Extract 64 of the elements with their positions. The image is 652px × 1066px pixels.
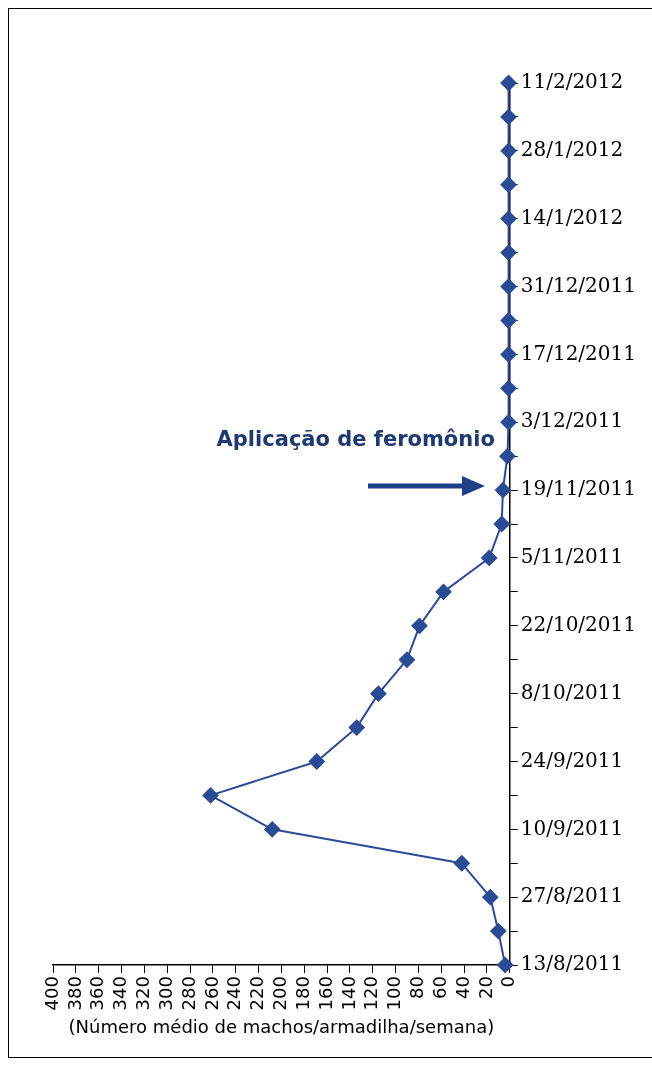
x-tick-label: 80	[406, 976, 428, 999]
point	[497, 957, 514, 974]
x-tick-label: 0	[497, 976, 519, 988]
y-tick-label: 10/9/2011	[520, 815, 624, 840]
point	[435, 583, 452, 600]
point	[490, 923, 507, 940]
y-tick-label: 5/11/2011	[520, 544, 624, 569]
point	[500, 210, 517, 227]
x-tick-label: 100	[383, 976, 405, 1011]
x-tick-label: 320	[132, 976, 154, 1011]
x-tick-label: 400	[40, 976, 62, 1011]
point	[500, 75, 517, 91]
point	[348, 719, 365, 736]
point	[500, 142, 517, 159]
point	[493, 516, 510, 533]
point	[264, 821, 281, 838]
y-tick-label: 13/8/2011	[520, 951, 624, 976]
x-tick-label: 260	[200, 976, 222, 1011]
point	[500, 346, 517, 363]
x-tick-label: 40	[451, 976, 473, 999]
x-axis-title: (Número médio de machos/armadilha/semana)	[68, 1015, 495, 1037]
y-tick-label: 22/10/2011	[520, 612, 637, 636]
point	[398, 651, 415, 668]
x-tick-label: 380	[63, 976, 85, 1011]
y-tick-label: 31/12/2011	[520, 272, 637, 297]
point	[500, 380, 517, 397]
point	[500, 414, 517, 431]
y-tick-label: 17/12/2011	[520, 340, 637, 365]
x-tick-label: 220	[246, 976, 268, 1011]
point	[482, 889, 499, 906]
point	[481, 549, 498, 566]
y-tick-label: 8/10/2011	[520, 679, 624, 704]
point	[411, 617, 428, 634]
point	[308, 753, 325, 770]
point	[500, 176, 517, 193]
x-tick-label: 60	[428, 976, 450, 999]
x-tick-label: 120	[360, 976, 382, 1011]
annotation: Aplicação de feromônio	[216, 426, 495, 451]
x-tick-label: 300	[154, 976, 176, 1011]
x-tick-label: 20	[474, 976, 496, 999]
x-tick-label: 160	[314, 976, 336, 1011]
x-tick-label: 240	[223, 976, 245, 1011]
point	[453, 855, 470, 872]
x-tick-label: 340	[109, 976, 131, 1011]
y-tick-label: 24/9/2011	[520, 747, 624, 772]
point	[500, 312, 517, 329]
point	[500, 244, 517, 261]
point	[500, 278, 517, 295]
y-tick-label: 14/1/2012	[520, 204, 624, 229]
x-tick-label: 280	[177, 976, 199, 1011]
point	[494, 482, 511, 499]
x-tick-label: 180	[291, 976, 313, 1011]
y-tick-label: 28/1/2012	[520, 137, 624, 162]
x-tick-label: 360	[86, 976, 108, 1011]
y-tick-label: 27/8/2011	[520, 883, 624, 908]
y-tick-label: 3/12/2011	[520, 408, 624, 433]
point	[500, 108, 517, 125]
y-tick-label: 19/11/2011	[520, 476, 637, 501]
y-tick-label: 11/2/2012	[520, 69, 624, 94]
point	[202, 787, 219, 804]
point	[499, 448, 516, 465]
point	[370, 685, 387, 702]
x-tick-label: 140	[337, 976, 359, 1011]
x-tick-label: 200	[269, 976, 291, 1011]
